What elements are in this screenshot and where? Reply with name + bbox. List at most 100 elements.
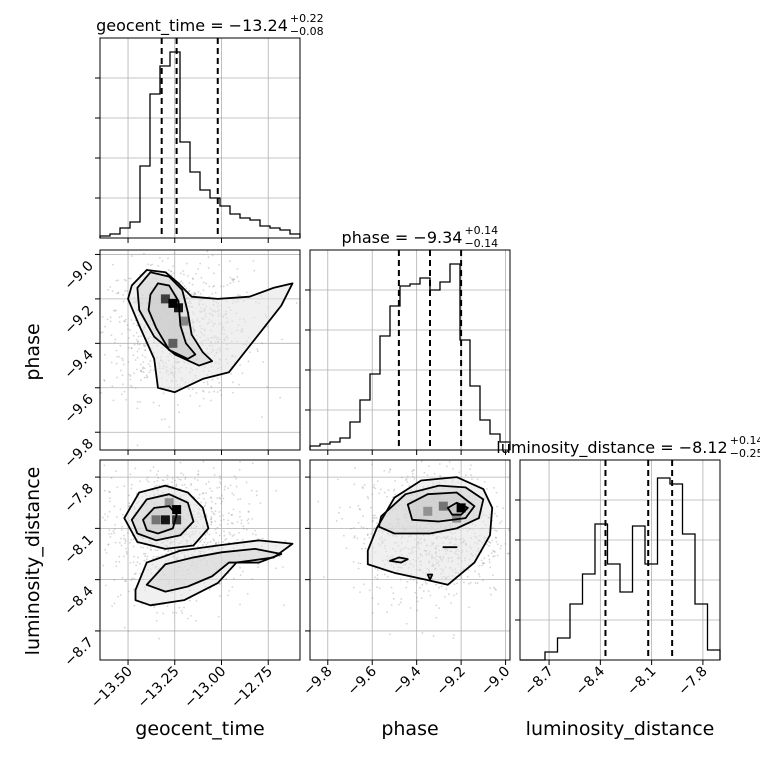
sample-point (241, 538, 244, 541)
sample-point (132, 354, 135, 356)
sample-point (448, 593, 450, 596)
sample-point (386, 575, 389, 578)
sample-point (132, 545, 135, 548)
sample-point (452, 637, 455, 639)
sample-point (216, 526, 219, 529)
sample-point (112, 309, 115, 312)
sample-point (222, 285, 225, 288)
sample-point (489, 541, 492, 544)
sample-point (208, 391, 211, 394)
sample-point (213, 474, 216, 476)
sample-point (136, 400, 139, 403)
sample-point (192, 278, 195, 280)
sample-point (383, 491, 386, 494)
sample-point (354, 467, 356, 469)
sample-point (105, 552, 108, 554)
sample-point (124, 320, 126, 323)
sample-point (376, 586, 378, 589)
sample-point (261, 537, 264, 540)
scatter-panel-geocent-time-vs-luminosity-distance (99, 459, 301, 661)
sample-point (507, 552, 510, 555)
sample-point (127, 590, 130, 593)
sample-point (116, 516, 118, 519)
sample-point (232, 391, 234, 394)
sample-point (161, 479, 164, 482)
sample-point (453, 583, 456, 586)
sample-point (492, 586, 495, 589)
sample-point (171, 481, 174, 484)
sample-point (189, 599, 191, 602)
sample-point (218, 515, 221, 518)
sample-point (445, 465, 448, 468)
sample-point (218, 497, 221, 499)
contour-line (142, 505, 178, 535)
sample-point (175, 483, 178, 486)
sample-point (386, 495, 388, 498)
sample-point (128, 502, 131, 505)
sample-point (195, 599, 198, 602)
sample-point (149, 264, 152, 266)
sample-point (386, 611, 388, 614)
sample-point (387, 489, 390, 492)
sample-point (135, 331, 138, 334)
sample-point (136, 368, 138, 371)
sample-point (123, 390, 126, 393)
sample-point (481, 564, 484, 567)
sample-point (426, 474, 429, 477)
sample-point (135, 564, 138, 567)
sample-point (210, 523, 213, 526)
sample-point (166, 474, 169, 477)
sample-point (392, 592, 395, 595)
sample-point (197, 545, 199, 548)
sample-point (231, 381, 234, 384)
sample-point (230, 372, 233, 375)
y-tick-label: −9.6 (61, 391, 96, 426)
sample-point (149, 545, 152, 548)
sample-point (256, 348, 259, 351)
sample-point (211, 254, 214, 257)
sample-point (117, 292, 120, 294)
sample-point (481, 579, 484, 582)
sample-point (161, 554, 164, 557)
sample-point (232, 577, 235, 580)
sample-point (214, 542, 217, 545)
contour-line (136, 271, 214, 367)
sample-point (140, 546, 143, 549)
sample-point (203, 505, 206, 508)
sample-point (188, 289, 191, 292)
sample-point (115, 470, 118, 473)
sample-point (202, 281, 205, 284)
sample-point (373, 527, 376, 529)
sample-point (130, 319, 133, 321)
sample-point (237, 498, 240, 501)
sample-point (230, 522, 233, 524)
sample-point (145, 376, 148, 379)
sample-point (213, 539, 216, 542)
sample-point (201, 538, 204, 541)
sample-point (239, 603, 241, 606)
sample-point (210, 500, 213, 503)
sample-point (390, 604, 393, 607)
sample-point (183, 285, 186, 287)
sample-point (389, 633, 391, 636)
sample-point (219, 519, 222, 522)
sample-point (491, 574, 494, 577)
sample-point (364, 547, 367, 550)
sample-point (370, 532, 373, 535)
sample-point (129, 375, 132, 377)
sample-point (208, 588, 211, 591)
sample-point (205, 282, 207, 285)
sample-point (137, 340, 140, 343)
sample-point (145, 374, 148, 377)
sample-point (492, 555, 495, 558)
sample-point (420, 460, 423, 463)
sample-point (376, 577, 379, 580)
sample-point (467, 568, 470, 571)
sample-point (439, 474, 441, 477)
sample-point (121, 576, 124, 579)
sample-point (245, 528, 248, 531)
sample-point (190, 482, 193, 485)
sample-point (146, 547, 149, 549)
sample-point (453, 594, 455, 597)
sample-point (136, 340, 139, 343)
